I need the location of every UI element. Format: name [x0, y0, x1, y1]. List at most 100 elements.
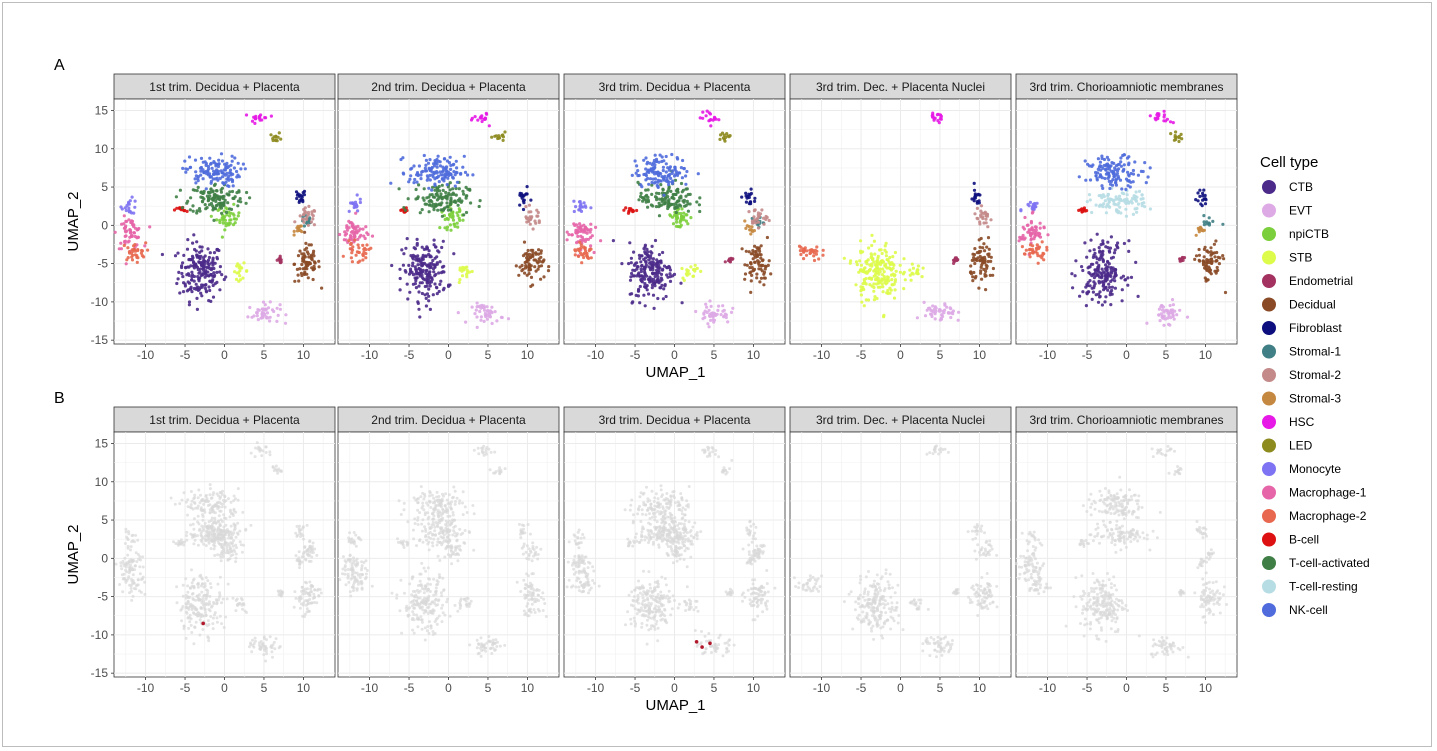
cell-point: [592, 250, 596, 255]
cell-point: [432, 593, 436, 597]
cell-point: [639, 260, 643, 264]
cell-point: [312, 260, 317, 264]
cell-point: [238, 274, 242, 278]
cell-point: [1106, 171, 1110, 175]
cell-point: [252, 645, 256, 649]
cell-point: [1097, 246, 1101, 250]
cell-point: [294, 554, 298, 558]
cell-point: [213, 541, 216, 545]
cell-point: [756, 259, 760, 263]
cell-point: [349, 201, 353, 205]
cell-point: [465, 275, 469, 279]
cell-point: [868, 267, 872, 271]
cell-point: [349, 242, 353, 246]
cell-point: [206, 262, 210, 266]
cell-point: [1196, 226, 1200, 230]
cell-point: [353, 200, 358, 204]
cell-point: [1083, 241, 1087, 245]
cell-point: [639, 194, 643, 199]
cell-point: [423, 166, 427, 170]
cell-point: [444, 194, 448, 198]
cell-point: [127, 209, 131, 213]
cell-point: [131, 594, 135, 598]
y-tick-label: -15: [91, 333, 109, 347]
cell-point: [1108, 285, 1112, 289]
cell-point: [451, 212, 455, 217]
cell-point: [908, 273, 912, 277]
x-tick-label: -5: [180, 681, 191, 695]
cell-point: [138, 572, 142, 576]
cell-point: [300, 585, 304, 589]
cell-point: [650, 244, 654, 248]
x-tick-label: 10: [297, 681, 311, 695]
cell-point: [132, 224, 136, 229]
cell-point: [1174, 130, 1178, 134]
cell-point: [639, 274, 643, 278]
cell-point: [574, 205, 578, 209]
cell-point: [1127, 179, 1131, 183]
cell-point: [130, 582, 134, 586]
cell-point: [438, 164, 442, 168]
cell-point: [294, 531, 298, 535]
cell-point: [753, 196, 757, 200]
cell-point: [477, 204, 481, 209]
cell-point: [589, 247, 593, 251]
cell-point: [448, 223, 452, 227]
cell-point: [576, 254, 581, 258]
cell-point: [693, 263, 697, 267]
cell-point: [205, 497, 209, 500]
cell-point: [197, 271, 201, 275]
cell-point: [224, 165, 228, 169]
cell-point: [653, 274, 657, 279]
cell-point: [1114, 181, 1118, 185]
cell-point: [1028, 200, 1032, 204]
cell-point: [269, 133, 273, 137]
cell-point: [649, 260, 653, 264]
cell-point: [160, 252, 164, 257]
cell-point: [236, 204, 240, 208]
cell-point: [178, 291, 182, 295]
cell-point: [187, 155, 192, 159]
cell-point: [140, 249, 144, 253]
cell-point: [1200, 204, 1204, 208]
cell-point: [902, 257, 906, 261]
cell-point: [521, 199, 526, 203]
cell-point: [354, 227, 358, 231]
cell-point: [674, 206, 678, 210]
cell-point: [310, 601, 314, 605]
cell-point: [500, 133, 504, 138]
cell-point: [208, 267, 212, 271]
cell-point: [1098, 295, 1102, 299]
cell-point: [191, 209, 195, 213]
cell-point: [188, 257, 192, 262]
cell-point: [1102, 270, 1106, 274]
cell-point: [469, 118, 474, 122]
cell-point: [206, 247, 210, 251]
cell-point: [418, 579, 422, 583]
cell-point: [216, 528, 220, 532]
cell-point: [799, 245, 803, 249]
cell-point: [752, 267, 757, 271]
cell-point: [414, 279, 418, 283]
cell-point: [458, 278, 462, 282]
cell-point: [305, 250, 309, 254]
cell-point: [1121, 168, 1126, 172]
cell-point: [190, 278, 194, 282]
cell-point: [582, 238, 586, 242]
cell-point: [722, 315, 726, 319]
cell-point: [753, 218, 757, 222]
cell-point: [523, 271, 527, 275]
cell-point: [974, 193, 978, 197]
cell-point: [211, 295, 216, 299]
cell-point: [178, 502, 182, 506]
cell-point: [708, 299, 712, 303]
cell-point: [276, 313, 280, 317]
cell-point: [455, 211, 459, 215]
cell-point: [637, 198, 641, 202]
cell-point: [514, 264, 518, 268]
cell-point: [248, 196, 252, 200]
y-axis-title: UMAP_2: [65, 191, 82, 251]
cell-point: [695, 266, 699, 270]
facet-strip: [337, 73, 560, 100]
cell-point: [298, 224, 302, 228]
